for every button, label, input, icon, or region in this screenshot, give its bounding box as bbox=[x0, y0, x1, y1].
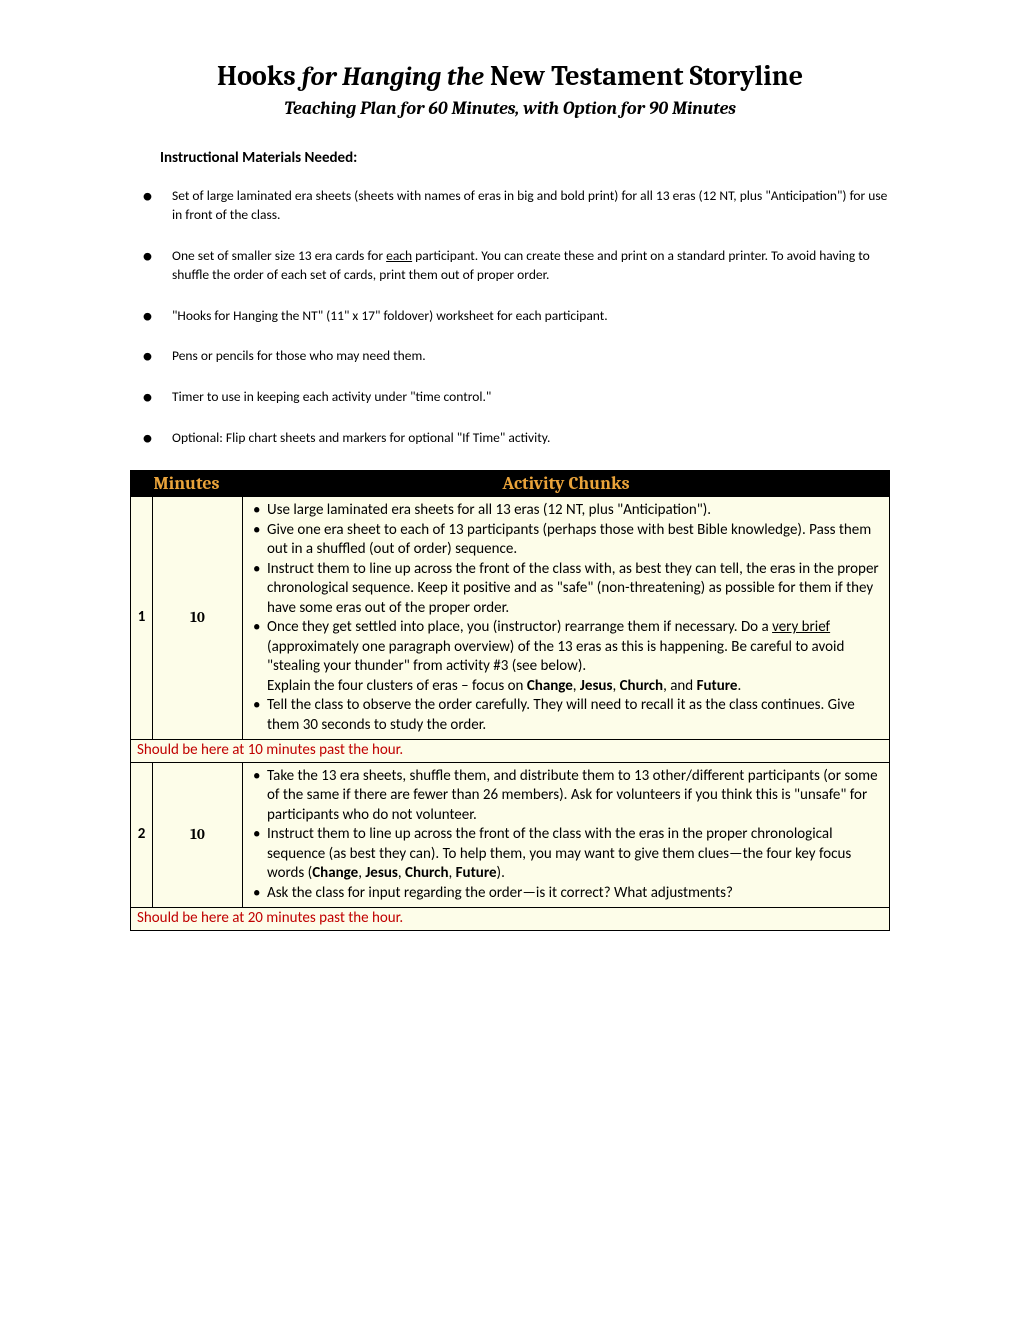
activity-item: Tell the class to observe the order care… bbox=[251, 696, 879, 735]
row-activity: Take the 13 era sheets, shuffle them, an… bbox=[243, 762, 890, 908]
title-mid: for Hanging the bbox=[302, 62, 484, 92]
title: Hooks for Hanging the New Testament Stor… bbox=[130, 60, 890, 92]
page: Hooks for Hanging the New Testament Stor… bbox=[0, 0, 1020, 1320]
materials-item: Pens or pencils for those who may need t… bbox=[130, 347, 890, 366]
title-suffix: New Testament Storyline bbox=[490, 60, 803, 92]
materials-heading: Instructional Materials Needed: bbox=[160, 149, 890, 167]
materials-item: "Hooks for Hanging the NT" (11" x 17" fo… bbox=[130, 307, 890, 326]
activity-item: Once they get settled into place, you (i… bbox=[251, 618, 879, 677]
activity-list: Use large laminated era sheets for all 1… bbox=[251, 501, 879, 735]
timecheck: Should be here at 10 minutes past the ho… bbox=[131, 740, 890, 763]
row-activity: Use large laminated era sheets for all 1… bbox=[243, 497, 890, 740]
materials-item: One set of smaller size 13 era cards for… bbox=[130, 247, 890, 285]
materials-item: Optional: Flip chart sheets and markers … bbox=[130, 429, 890, 448]
materials-item: Set of large laminated era sheets (sheet… bbox=[130, 187, 890, 225]
title-prefix: Hooks bbox=[217, 60, 296, 92]
plan-table: Minutes Activity Chunks 1 10 Use large l… bbox=[130, 470, 890, 931]
timecheck-row: Should be here at 10 minutes past the ho… bbox=[131, 740, 890, 763]
activity-item: Ask the class for input regarding the or… bbox=[251, 884, 879, 904]
row-number: 2 bbox=[131, 762, 153, 908]
header-activity: Activity Chunks bbox=[243, 471, 890, 497]
materials-item: Timer to use in keeping each activity un… bbox=[130, 388, 890, 407]
subtitle: Teaching Plan for 60 Minutes, with Optio… bbox=[130, 98, 890, 119]
activity-item: Give one era sheet to each of 13 partici… bbox=[251, 521, 879, 560]
header-minutes: Minutes bbox=[131, 471, 243, 497]
table-header-row: Minutes Activity Chunks bbox=[131, 471, 890, 497]
row-number: 1 bbox=[131, 497, 153, 740]
materials-list: Set of large laminated era sheets (sheet… bbox=[130, 187, 890, 448]
activity-item: Take the 13 era sheets, shuffle them, an… bbox=[251, 767, 879, 826]
table-row: 2 10 Take the 13 era sheets, shuffle the… bbox=[131, 762, 890, 908]
activity-list: Take the 13 era sheets, shuffle them, an… bbox=[251, 767, 879, 904]
row-minutes: 10 bbox=[153, 497, 243, 740]
activity-item: Instruct them to line up across the fron… bbox=[251, 560, 879, 619]
activity-item: Use large laminated era sheets for all 1… bbox=[251, 501, 879, 521]
table-row: 1 10 Use large laminated era sheets for … bbox=[131, 497, 890, 740]
row-minutes: 10 bbox=[153, 762, 243, 908]
timecheck-row: Should be here at 20 minutes past the ho… bbox=[131, 908, 890, 931]
activity-item: Instruct them to line up across the fron… bbox=[251, 825, 879, 884]
timecheck: Should be here at 20 minutes past the ho… bbox=[131, 908, 890, 931]
activity-item: Explain the four clusters of eras – focu… bbox=[251, 677, 879, 697]
